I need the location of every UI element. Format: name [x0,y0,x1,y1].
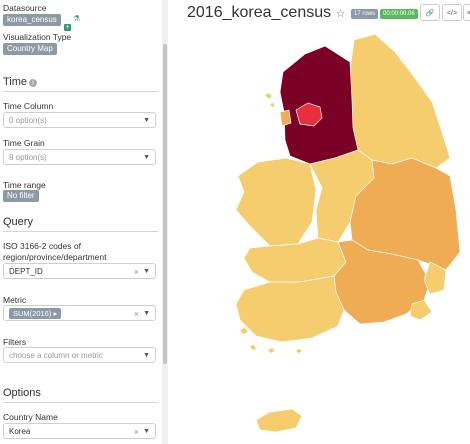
viz-type-pill[interactable]: Country Map [3,43,57,55]
time-section-header[interactable]: Time i [3,76,38,88]
chart-title[interactable]: 2016_korea_census ☆ ✎ [187,4,358,22]
chevron-down-icon: ▼ [143,268,150,275]
viz-type-label: Visualization Type [3,32,72,42]
code-icon: </> [446,10,458,17]
query-section-title[interactable]: Query [3,216,33,228]
clear-icon[interactable]: × [133,427,139,437]
edit-datasource-icon[interactable]: + [64,24,71,31]
iso-codes-label: ISO 3166-2 codes of region/province/depa… [3,241,107,262]
time-grain-placeholder: 8 option(s) [9,153,47,162]
link-button[interactable]: 🔗 [420,4,440,21]
region-jeonbuk[interactable] [243,237,347,283]
korea-map [235,33,461,433]
region-jeju[interactable] [255,408,303,433]
chevron-down-icon: ▼ [143,117,150,124]
time-range-label: Time range [3,180,46,190]
region-jeonnam[interactable] [235,275,345,343]
metric-tag[interactable]: SUM(2016) ▸ [9,308,62,319]
region-gyeonggi[interactable] [279,45,359,165]
region-gangwon[interactable] [349,33,451,169]
row-count-badge: 17 rows [351,9,379,19]
options-section-title[interactable]: Options [3,387,41,399]
region-ulsan[interactable] [423,261,447,295]
time-grain-select[interactable]: 8 option(s) ▼ [3,149,156,165]
island-dot [240,328,302,353]
flask-icon[interactable]: ⚗ [73,14,81,23]
filters-select[interactable]: choose a column or metric ▼ [3,347,156,363]
chevron-down-icon: ▼ [143,154,150,161]
divider [3,402,158,403]
country-name-value: Korea [9,427,31,436]
filters-label: Filters [3,337,27,347]
time-grain-label: Time Grain [3,138,45,148]
export-button[interactable]: ≡ [463,4,470,21]
chevron-down-icon: ▼ [143,428,150,435]
embed-code-button[interactable]: </> [442,4,462,21]
time-range-pill[interactable]: No filter [3,190,39,202]
clear-icon[interactable]: × [133,309,139,319]
chevron-down-icon: ▼ [143,310,150,317]
region-seoul[interactable] [295,102,323,127]
star-icon[interactable]: ☆ [335,8,346,20]
region-incheon[interactable] [279,109,292,127]
country-name-select[interactable]: Korea × ▼ [3,423,156,439]
chevron-down-icon: ▼ [143,352,150,359]
info-icon[interactable]: i [29,79,38,87]
iso-codes-value: DEPT_ID [9,267,43,276]
link-icon: 🔗 [425,10,435,17]
metric-tag-label: SUM(2016) [13,309,52,318]
time-column-placeholder: 0 option(s) [9,116,47,125]
chart-title-text: 2016_korea_census [187,4,332,21]
region-busan[interactable] [409,299,433,321]
clear-icon[interactable]: × [133,267,139,277]
control-panel: Datasource korea_census + ⚗ Visualizatio… [0,0,163,444]
time-section-title: Time [3,76,28,88]
divider [3,231,158,232]
filters-placeholder: choose a column or metric [9,351,103,360]
iso-codes-select[interactable]: DEPT_ID × ▼ [3,263,156,279]
datasource-pill[interactable]: korea_census [3,14,61,26]
export-icon: ≡ [466,10,470,17]
metric-select[interactable]: SUM(2016) ▸ × ▼ [3,305,156,321]
time-column-label: Time Column [3,101,54,111]
divider [3,91,158,92]
time-column-select[interactable]: 0 option(s) ▼ [3,112,156,128]
datasource-label: Datasource [3,3,47,13]
region-chungnam[interactable] [235,157,317,247]
sidebar-scrollbar-thumb[interactable] [163,44,167,364]
metric-label: Metric [3,295,27,305]
island-dot [265,93,275,107]
query-time-badge: 00:00:00.06 [380,9,418,19]
country-name-label: Country Name [3,412,58,422]
